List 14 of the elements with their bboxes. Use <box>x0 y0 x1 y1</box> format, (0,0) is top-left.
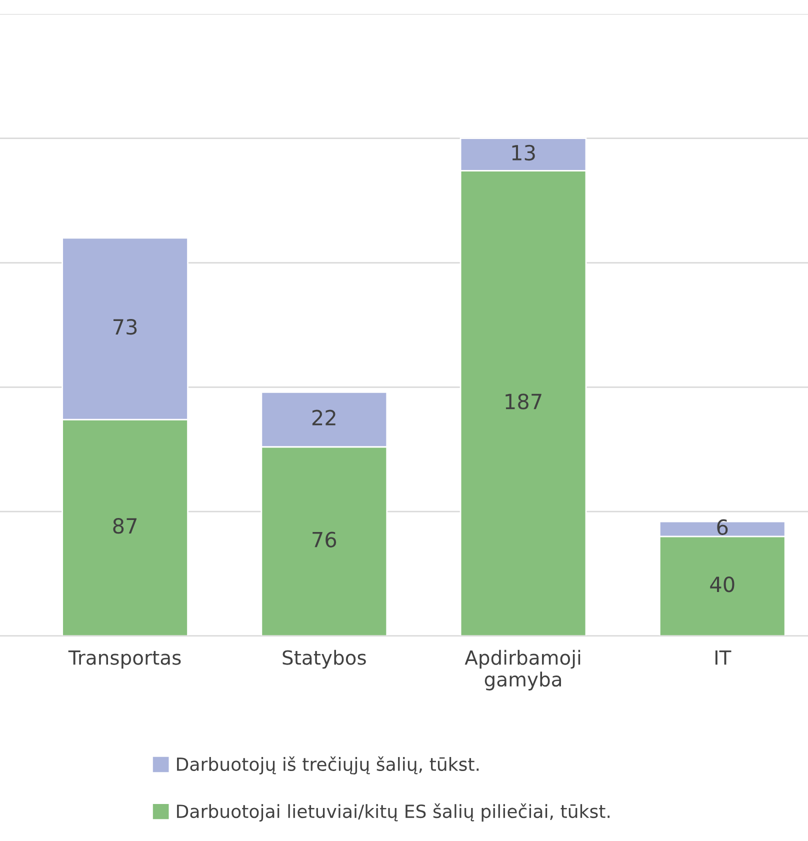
data-label: 73 <box>113 318 137 335</box>
data-label: 13 <box>512 144 535 161</box>
legend-label: Darbuotojai lietuviai/kitų ES šalių piliečiai, tūkst. <box>177 803 610 822</box>
legend-label: Darbuotojų iš trečiųjų šalių, tūkst. <box>177 756 479 775</box>
x-tick-label: Apdirbamoji gamyba <box>464 650 580 690</box>
data-label: 87 <box>113 518 137 534</box>
x-tick-label: Statybos <box>282 650 366 669</box>
data-label: 76 <box>312 532 336 548</box>
data-label: 6 <box>717 519 728 536</box>
x-tick-label: IT <box>715 650 732 665</box>
data-label: 40 <box>710 576 734 592</box>
x-tick-label: Transportas <box>68 650 181 669</box>
data-label: 187 <box>506 394 542 410</box>
data-label: 22 <box>312 410 336 426</box>
